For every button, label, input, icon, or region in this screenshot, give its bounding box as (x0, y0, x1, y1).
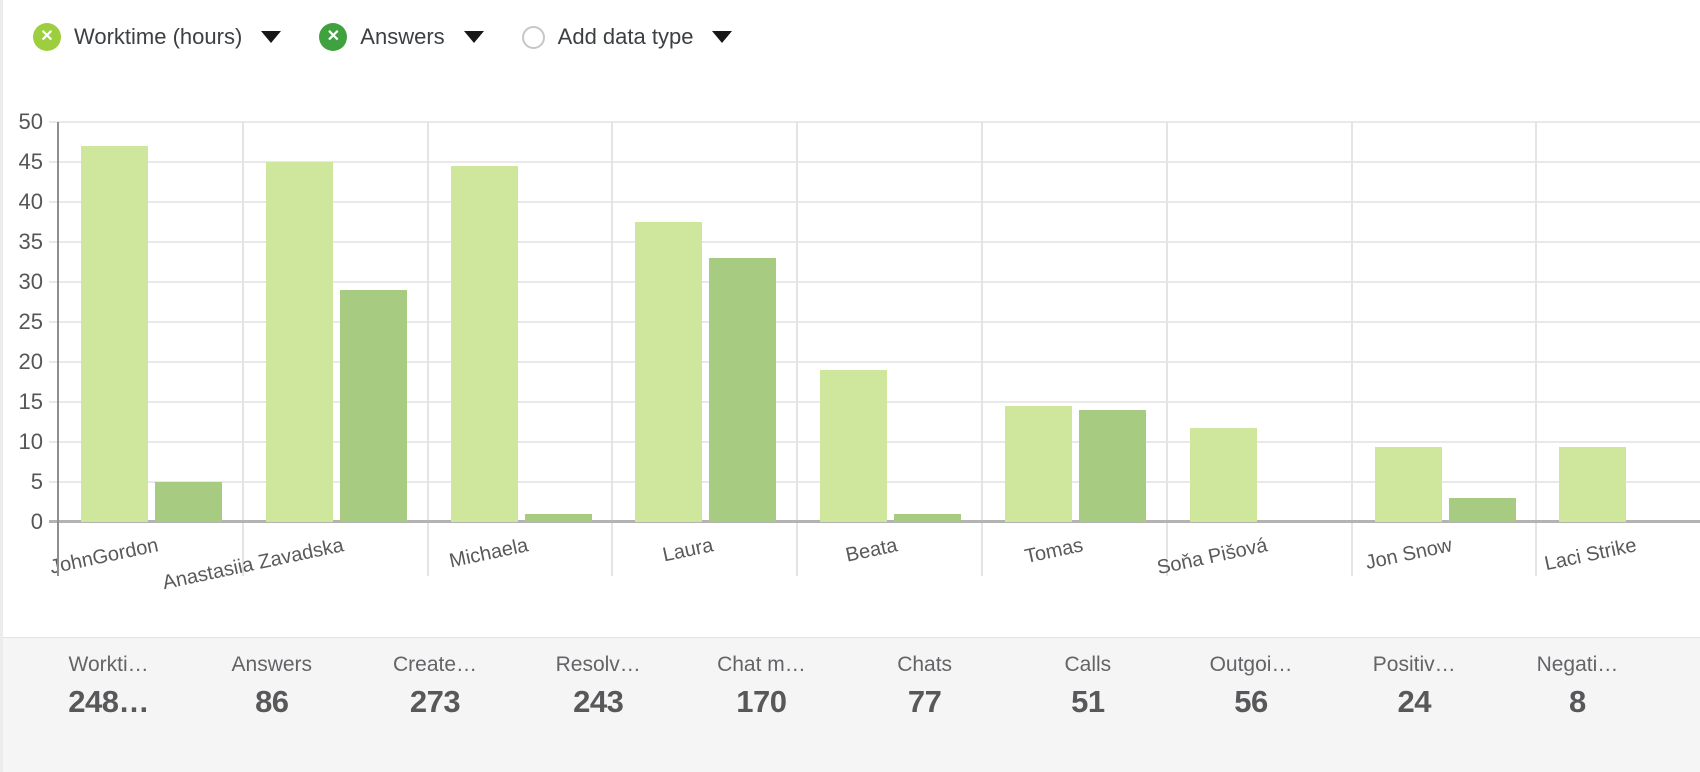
filter-chip-label: Add data type (557, 24, 694, 49)
bar-worktime-3[interactable] (635, 222, 703, 522)
stat-label: Workti… (68, 653, 149, 676)
grid-line-h (49, 241, 1700, 243)
x-axis-label: Laura (660, 534, 715, 567)
y-axis-label: 30 (18, 269, 43, 294)
y-axis-label: 40 (18, 189, 43, 214)
grid-line-h (49, 361, 1700, 363)
stat-column: Positiv… 24 (1333, 653, 1496, 720)
stat-value: 8 (1569, 684, 1586, 719)
y-axis-label: 15 (18, 389, 43, 414)
stat-label: Answers (231, 653, 313, 676)
stat-column: Workti… 248… (27, 653, 190, 720)
x-axis-label: Beata (844, 534, 900, 567)
bar-worktime-4[interactable] (820, 370, 888, 522)
stat-value: 170 (736, 684, 787, 719)
stat-label: Chat m… (717, 653, 806, 676)
bar-worktime-1[interactable] (265, 162, 333, 522)
bar-chart: 0 5 10 15 20 25 30 35 40 45 50 JohnGordon Anastasiia… (3, 0, 1700, 600)
bar-answers-7[interactable] (1448, 498, 1516, 522)
bar-answers-5[interactable] (1079, 410, 1146, 522)
stat-column: Calls 51 (1006, 653, 1169, 720)
stat-label: Outgoi… (1209, 653, 1293, 676)
stat-value: 273 (409, 684, 461, 719)
bar-worktime-8[interactable] (1559, 446, 1627, 522)
y-axis-label: 20 (18, 349, 43, 374)
bar-worktime-0[interactable] (81, 146, 148, 522)
x-axis-label: Jon Snow (1363, 534, 1455, 575)
x-axis-label: Laci Strike (1543, 534, 1639, 576)
grid-line-h (49, 161, 1700, 163)
y-axis-label: 10 (18, 429, 43, 454)
grid-line-v (426, 122, 429, 576)
stat-label: Calls (1064, 653, 1112, 676)
bar-worktime-5[interactable] (1005, 406, 1072, 522)
x-axis-label: Tomas (1022, 534, 1085, 569)
stat-value: 243 (573, 684, 624, 719)
filter-chip-answers[interactable]: ✕ Answers (319, 23, 484, 51)
y-axis-label: 25 (18, 309, 43, 334)
stat-value: 24 (1397, 684, 1431, 719)
y-axis-line (57, 122, 59, 576)
grid-line-v (1535, 122, 1538, 576)
bar-answers-4[interactable] (894, 514, 962, 522)
bar-worktime-6[interactable] (1189, 427, 1257, 522)
stat-label: Positiv… (1372, 653, 1456, 676)
y-axis-label: 45 (18, 149, 43, 174)
stat-label: Chats (897, 653, 953, 676)
grid-line-h (49, 201, 1700, 203)
remove-filter-icon[interactable]: ✕ (319, 23, 348, 51)
grid-line-v (611, 122, 614, 576)
y-axis-label: 5 (30, 469, 43, 494)
stat-value: 86 (255, 684, 289, 719)
x-axis-label: Soňa Pišová (1154, 534, 1270, 580)
stat-value: 56 (1234, 684, 1268, 719)
stat-column: Resolv… 243 (517, 653, 680, 720)
stat-value: 248… (68, 684, 149, 719)
filter-chip-worktime[interactable]: ✕ Worktime (hours) (33, 23, 282, 51)
remove-filter-icon[interactable]: ✕ (33, 23, 61, 51)
y-axis-label: 50 (18, 109, 43, 134)
radio-unselected-icon[interactable] (521, 25, 545, 49)
bar-answers-0[interactable] (155, 482, 222, 522)
bar-worktime-7[interactable] (1374, 446, 1442, 522)
stats-panel: Workti… 248… Answers 86 Create… 273 Resolv… 243… (3, 637, 1700, 772)
grid-line-h (49, 321, 1700, 323)
stat-value: 77 (907, 684, 942, 719)
grid-line-h (49, 121, 1700, 123)
x-axis-label: Anastasiia Zavadska (160, 534, 346, 595)
filter-chip-label: Answers (360, 24, 445, 49)
stat-column: Chat m… 170 (680, 653, 843, 720)
bar-worktime-2[interactable] (450, 166, 518, 522)
bar-answers-2[interactable] (524, 514, 592, 522)
stat-column: Negati… 8 (1496, 653, 1659, 720)
stat-column: Chats 77 (843, 653, 1006, 720)
chevron-down-icon[interactable] (712, 31, 733, 43)
bar-answers-1[interactable] (339, 290, 407, 522)
filter-chip-label: Worktime (hours) (74, 24, 243, 49)
y-axis-label: 0 (30, 509, 43, 534)
grid-line-v (1350, 122, 1353, 576)
stat-column: Create… 273 (353, 653, 516, 720)
bar-answers-3[interactable] (709, 258, 777, 522)
y-axis-label: 35 (18, 229, 43, 254)
filter-toolbar: ✕ Worktime (hours) ✕ Answers Add data ty… (33, 21, 733, 53)
grid-line-v (1165, 122, 1168, 576)
stat-value: 51 (1071, 684, 1105, 719)
grid-line-v (981, 122, 983, 576)
stat-label: Negati… (1536, 653, 1619, 676)
stat-label: Resolv… (555, 653, 641, 676)
grid-line-v (241, 122, 244, 576)
x-axis-label: Michaela (447, 534, 531, 573)
stat-column: Answers 86 (190, 653, 353, 720)
grid-line-h (49, 281, 1700, 283)
chevron-down-icon[interactable] (261, 31, 282, 43)
grid-line-v (796, 122, 799, 576)
filter-chip-add-data-type[interactable]: Add data type (521, 24, 733, 50)
chevron-down-icon[interactable] (463, 31, 484, 43)
stat-column: Outgoi… 56 (1169, 653, 1332, 720)
x-axis-label: JohnGordon (48, 534, 161, 579)
stat-label: Create… (392, 653, 478, 676)
